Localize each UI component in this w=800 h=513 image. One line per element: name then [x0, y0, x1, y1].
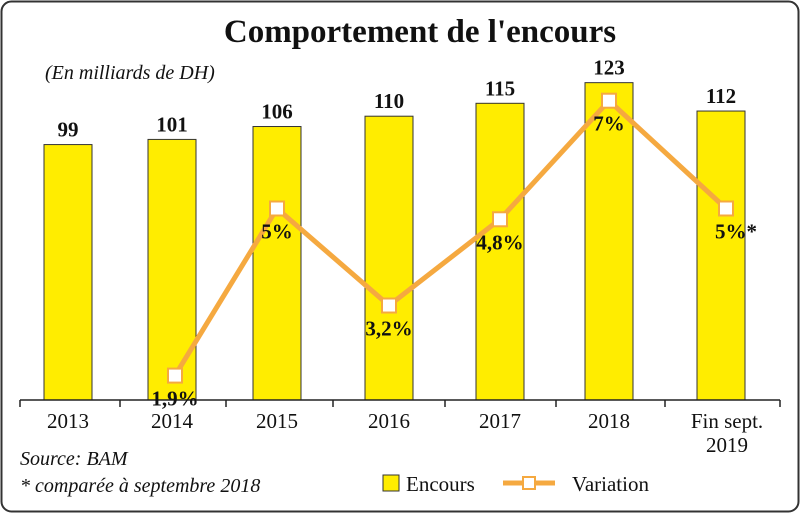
x-tick-label-line: 2014 [151, 409, 194, 433]
bar-encours [584, 82, 634, 401]
x-tick-label: 2014 [151, 409, 194, 433]
x-tick-label: 2013 [47, 409, 89, 433]
bar-value-label: 112 [706, 84, 736, 108]
variation-marker [718, 200, 734, 217]
variation-marker [601, 92, 617, 109]
x-tick-label-line: 2018 [588, 409, 630, 433]
bar-value-label: 123 [593, 56, 625, 80]
bar-value-label: 99 [58, 118, 79, 142]
variation-marker [381, 297, 397, 314]
bar-encours [147, 138, 197, 401]
bar-encours [475, 102, 525, 401]
variation-value-label: 5%* [715, 220, 757, 244]
variation-marker [492, 211, 508, 228]
chart-subtitle: (En milliards de DH) [45, 62, 215, 84]
variation-value-label: 1,9% [151, 387, 198, 411]
bar-encours [696, 110, 746, 401]
legend-swatch-encours [382, 474, 400, 492]
x-tick-label-line: 2015 [256, 409, 298, 433]
bar-encours [364, 115, 414, 401]
x-tick-label: Fin sept. 2019 [691, 409, 763, 457]
variation-value-label: 3,2% [365, 317, 412, 341]
variation-value-label: 5% [261, 220, 293, 244]
legend-label-variation: Variation [572, 472, 649, 496]
x-tick-label-line: 2017 [479, 409, 521, 433]
source-text: Source: BAM [20, 448, 129, 470]
x-tick-label: 2017 [479, 409, 521, 433]
x-tick-label-line: 2016 [368, 409, 410, 433]
bar-value-label: 110 [374, 89, 404, 113]
x-tick-label-line: Fin sept. [691, 409, 763, 433]
legend-label-encours: Encours [406, 472, 475, 496]
variation-value-label: 7% [593, 112, 625, 136]
variation-value-label: 4,8% [476, 230, 523, 254]
bar-value-label: 115 [485, 76, 515, 100]
variation-marker [167, 367, 183, 384]
footnote-text: * comparée à septembre 2018 [20, 475, 260, 497]
bar-encours [252, 126, 302, 401]
bar-value-label: 106 [261, 100, 293, 124]
x-tick-label: 2015 [256, 409, 298, 433]
legend-marker-variation [522, 476, 536, 490]
x-tick-label: 2018 [588, 409, 630, 433]
bar-encours [43, 144, 93, 401]
x-tick-label: 2016 [368, 409, 410, 433]
chart-title: Comportement de l'encours [224, 14, 616, 50]
legend: Encours Variation [382, 472, 649, 496]
variation-line [172, 98, 728, 377]
x-tick-label-line: 2019 [706, 433, 748, 457]
x-tick-label-line: 2013 [47, 409, 89, 433]
bar-value-label: 101 [156, 112, 188, 136]
variation-marker [269, 200, 285, 217]
